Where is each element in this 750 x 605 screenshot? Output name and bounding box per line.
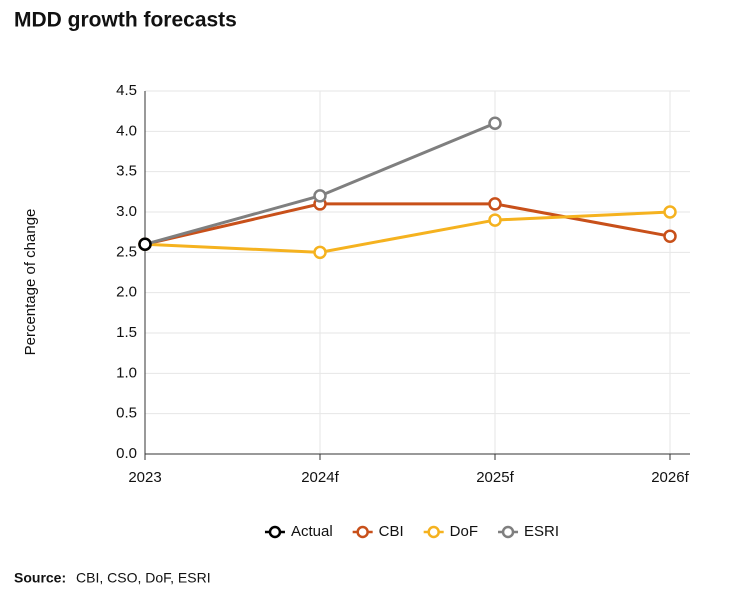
legend-label: Actual [291,523,333,540]
data-point [313,245,327,260]
y-tick-label: 0.5 [116,405,137,422]
y-tick-label: 1.5 [116,324,137,341]
chart-title: MDD growth forecasts [14,9,237,32]
y-tick-label: 3.0 [116,203,137,220]
series-line [144,202,671,246]
y-tick-label: 4.0 [116,122,137,139]
data-point [663,205,677,219]
y-tick-label: 2.0 [116,284,137,301]
data-point [313,189,327,203]
legend-marker [501,525,515,539]
source-text: CBI, CSO, DoF, ESRI [76,570,211,586]
data-point [138,237,152,252]
data-point [488,197,502,211]
x-tick-label: 2024f [301,469,339,486]
legend: Actual CBI DoF ESRI [264,523,559,540]
y-axis-label: Percentage of change [22,209,39,356]
y-tick-label: 4.5 [116,82,137,99]
y-tick-label: 0.0 [116,445,137,462]
y-tick-label: 1.0 [116,364,137,381]
x-tick-label: 2023 [128,469,161,486]
legend-marker [268,525,282,539]
x-tick-label: 2026f [651,469,689,486]
legend-marker [427,525,440,539]
data-point [488,116,502,131]
legend-marker [356,525,369,539]
legend-label: DoF [450,523,478,540]
y-tick-label: 2.5 [116,243,137,260]
legend-label: CBI [379,523,404,540]
series-line [144,210,671,254]
x-tick-label: 2025f [476,469,514,486]
data-point [488,213,502,227]
legend-label: ESRI [524,523,559,540]
data-point [663,229,677,243]
source-label: Source: [14,570,66,586]
y-tick-label: 3.5 [116,163,137,180]
